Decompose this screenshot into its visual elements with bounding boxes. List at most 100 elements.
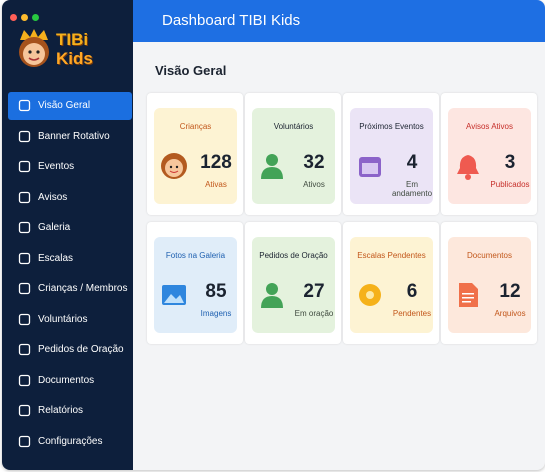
stat-subtitle: Ativas bbox=[205, 180, 227, 189]
menu-icon bbox=[18, 435, 31, 447]
stat-icon-graphic bbox=[161, 153, 187, 179]
stat-card-body: Crianças 128 Ativas bbox=[154, 108, 237, 204]
close-dot[interactable] bbox=[10, 14, 17, 21]
stat-card-body: Escalas Pendentes 6 Pendentes bbox=[350, 237, 433, 333]
menu-icon bbox=[18, 343, 31, 356]
menu-icon bbox=[18, 221, 31, 234]
stat-icon-graphic bbox=[261, 154, 283, 179]
stat-subtitle: Imagens bbox=[200, 309, 232, 318]
stat-subtitle: Em oração bbox=[294, 309, 334, 318]
menu-label: Documentos bbox=[38, 374, 95, 386]
logo-text: Kids bbox=[56, 49, 93, 68]
stat-subtitle: Ativos bbox=[303, 180, 325, 189]
menu-label: Banner Rotativo bbox=[38, 130, 110, 142]
menu-item[interactable]: Visão Geral bbox=[8, 92, 132, 120]
stat-card-body: Próximos Eventos 4 Em andamento bbox=[350, 108, 433, 204]
menu-icon bbox=[18, 374, 31, 386]
stat-value: 27 bbox=[303, 281, 325, 302]
logo-mascot bbox=[19, 29, 49, 67]
stat-icon bbox=[453, 280, 483, 315]
menu-item[interactable]: Avisos bbox=[8, 184, 132, 212]
menu-icon bbox=[18, 130, 31, 142]
stat-card[interactable]: Voluntários 32 Ativos bbox=[245, 93, 341, 215]
menu-item[interactable]: Configurações bbox=[8, 428, 132, 456]
stat-title: Crianças bbox=[179, 122, 212, 131]
menu-icon bbox=[18, 282, 31, 295]
stat-card-body: Fotos na Galeria 85 Imagens bbox=[154, 237, 237, 333]
menu-icon bbox=[18, 99, 31, 112]
stat-icon bbox=[257, 280, 287, 315]
stat-icon bbox=[257, 151, 287, 186]
stat-icon bbox=[355, 151, 385, 186]
sidebar: TIBi Kids Visão Geral Banner Rotativo Even… bbox=[2, 0, 133, 470]
stat-card-body: Avisos Ativos 3 Publicados bbox=[448, 108, 531, 204]
header-title: Dashboard TIBI Kids bbox=[133, 0, 545, 42]
stat-value: 85 bbox=[205, 281, 227, 302]
menu-item[interactable]: Pedidos de Oração bbox=[8, 336, 132, 364]
menu-label: Pedidos de Oração bbox=[38, 344, 124, 355]
menu-item[interactable]: Relatórios bbox=[8, 397, 132, 425]
menu-icon bbox=[18, 252, 31, 264]
stat-icon-graphic bbox=[261, 283, 283, 308]
menu-icon bbox=[18, 313, 31, 325]
menu-label: Relatórios bbox=[38, 405, 84, 416]
menu-label: Configurações bbox=[38, 435, 103, 447]
stat-card[interactable]: Escalas Pendentes 6 Pendentes bbox=[343, 222, 439, 344]
menu-label: Visão Geral bbox=[38, 100, 91, 111]
menu-label: Voluntários bbox=[38, 313, 88, 325]
menu-item[interactable]: Banner Rotativo bbox=[8, 123, 132, 151]
stat-value: 128 bbox=[200, 152, 232, 173]
stat-title: Documentos bbox=[467, 251, 512, 260]
section-title: Visão Geral bbox=[155, 63, 227, 78]
menu-item[interactable]: Voluntários bbox=[8, 306, 132, 334]
stat-card-body: Documentos 12 Arquivos bbox=[448, 237, 531, 333]
menu-item[interactable]: Galeria bbox=[8, 214, 132, 242]
stat-title: Pedidos de Oração bbox=[259, 251, 328, 260]
stat-icon-graphic bbox=[459, 283, 478, 307]
stat-card[interactable]: Fotos na Galeria 85 Imagens bbox=[147, 222, 243, 344]
stat-value: 3 bbox=[504, 152, 516, 173]
stat-subtitle: Arquivos bbox=[494, 309, 526, 318]
stat-title: Avisos Ativos bbox=[466, 122, 513, 131]
stat-card[interactable]: Avisos Ativos 3 Publicados bbox=[441, 93, 537, 215]
menu-item[interactable]: Escalas bbox=[8, 245, 132, 273]
stat-title: Voluntários bbox=[273, 122, 314, 131]
stat-card[interactable]: Pedidos de Oração 27 Em oração bbox=[245, 222, 341, 344]
stat-card-body: Voluntários 32 Ativos bbox=[252, 108, 335, 204]
stat-card[interactable]: Crianças 128 Ativas bbox=[147, 93, 243, 215]
menu-icon bbox=[18, 191, 31, 203]
menu-icon bbox=[18, 160, 31, 173]
stat-icon bbox=[355, 280, 385, 315]
stat-icon-graphic bbox=[359, 284, 381, 306]
menu-label: Eventos bbox=[38, 161, 75, 172]
menu-item[interactable]: Eventos bbox=[8, 153, 132, 181]
stat-title: Próximos Eventos bbox=[359, 122, 424, 131]
menu-item[interactable]: Documentos bbox=[8, 367, 132, 395]
menu-item[interactable]: Crianças / Membros bbox=[8, 275, 132, 303]
stat-subtitle: Em andamento bbox=[391, 180, 433, 198]
stat-title: Fotos na Galeria bbox=[165, 251, 226, 260]
stat-value: 32 bbox=[303, 152, 325, 173]
stat-card[interactable]: Documentos 12 Arquivos bbox=[441, 222, 537, 344]
menu-icon bbox=[18, 404, 31, 417]
stat-title: Escalas Pendentes bbox=[357, 251, 426, 260]
stat-card-body: Pedidos de Oração 27 Em oração bbox=[252, 237, 335, 333]
stat-icon-graphic bbox=[162, 285, 186, 305]
stat-icon bbox=[159, 151, 189, 186]
zoom-dot[interactable] bbox=[32, 14, 39, 21]
stat-subtitle: Publicados bbox=[490, 180, 530, 189]
menu-label: Crianças / Membros bbox=[38, 283, 128, 294]
stat-icon-graphic bbox=[359, 157, 381, 177]
stat-value: 6 bbox=[406, 281, 418, 302]
stat-card[interactable]: Próximos Eventos 4 Em andamento bbox=[343, 93, 439, 215]
stat-icon bbox=[453, 151, 483, 186]
stat-icon bbox=[159, 280, 189, 315]
stat-icon-graphic bbox=[457, 155, 479, 180]
stat-subtitle: Pendentes bbox=[392, 309, 432, 318]
logo-text: TIBi bbox=[56, 30, 89, 49]
menu-label: Galeria bbox=[38, 222, 71, 233]
minimize-dot[interactable] bbox=[21, 14, 28, 21]
menu-label: Escalas bbox=[38, 252, 74, 264]
stat-value: 4 bbox=[406, 152, 418, 173]
